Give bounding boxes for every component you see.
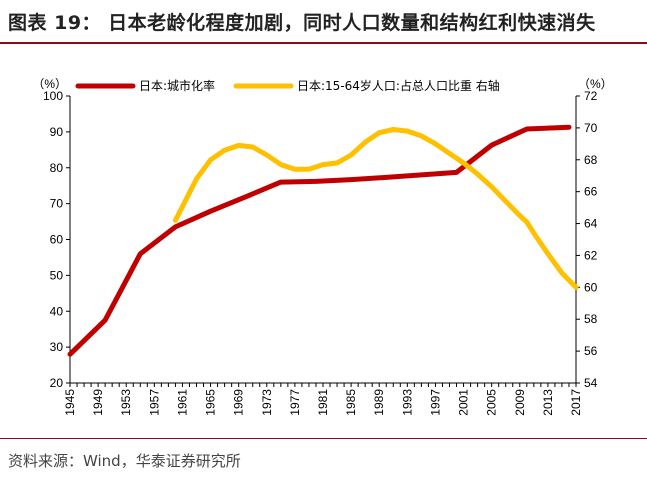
x-tick-label: 1997 xyxy=(428,389,442,416)
left-tick-label: 70 xyxy=(50,197,64,211)
right-tick-label: 70 xyxy=(584,121,598,135)
left-tick-label: 90 xyxy=(50,125,64,139)
urbanization-rate-line xyxy=(67,124,572,357)
right-axis-unit: （%） xyxy=(578,77,613,91)
x-tick-label: 1969 xyxy=(232,389,246,416)
footer-divider xyxy=(0,438,647,439)
left-tick-label: 20 xyxy=(50,376,64,390)
right-tick-label: 66 xyxy=(584,185,598,199)
x-tick-label: 1961 xyxy=(175,389,189,416)
left-tick-label: 40 xyxy=(50,304,64,318)
left-tick-label: 60 xyxy=(50,233,64,247)
x-tick-label: 1993 xyxy=(400,389,414,416)
working-age-share-line xyxy=(172,127,579,290)
x-tick-label: 1977 xyxy=(288,389,302,416)
right-tick-label: 54 xyxy=(584,376,598,390)
right-tick-label: 62 xyxy=(584,248,598,262)
x-tick-label: 2017 xyxy=(569,389,583,416)
left-tick-label: 50 xyxy=(50,268,64,282)
right-tick-label: 68 xyxy=(584,153,598,167)
left-tick-label: 100 xyxy=(43,89,63,103)
right-tick-label: 60 xyxy=(584,280,598,294)
x-tick-label: 2009 xyxy=(513,389,527,416)
x-tick-label: 1965 xyxy=(204,389,218,416)
dual-axis-line-chart: （%） （%） 20 30 40 50 60 70 80 90 100 54 56 58 60 62 64 66 6… xyxy=(32,77,612,416)
x-tick-label: 2013 xyxy=(541,389,555,416)
right-tick-label: 56 xyxy=(584,344,598,358)
right-tick-label: 64 xyxy=(584,217,598,231)
x-tick-label: 1981 xyxy=(316,389,330,416)
left-axis-unit: （%） xyxy=(32,77,67,91)
x-tick-label: 2001 xyxy=(457,389,471,416)
legend-label: 日本:城市化率 xyxy=(139,78,215,93)
legend-label: 日本:15-64岁人口:占总人口比重 右轴 xyxy=(297,78,500,93)
source-note: 资料来源：Wind，华泰证券研究所 xyxy=(8,452,241,470)
x-tick-label: 1957 xyxy=(147,389,161,416)
x-tick-label: 2005 xyxy=(485,389,499,416)
x-tick-label: 1989 xyxy=(372,389,386,416)
legend: 日本:城市化率 日本:15-64岁人口:占总人口比重 右轴 xyxy=(75,78,500,93)
right-tick-label: 72 xyxy=(584,89,598,103)
x-tick-label: 1945 xyxy=(63,389,77,416)
x-tick-label: 1985 xyxy=(344,389,358,416)
x-tick-label: 1973 xyxy=(260,389,274,416)
x-tick-label: 1949 xyxy=(91,389,105,416)
title-divider xyxy=(0,42,647,44)
chart-title: 图表 19： 日本老龄化程度加剧，同时人口数量和结构红利快速消失 xyxy=(8,12,596,34)
left-tick-label: 30 xyxy=(50,340,64,354)
right-tick-label: 58 xyxy=(584,312,598,326)
series-layer xyxy=(67,124,579,357)
x-tick-label: 1953 xyxy=(119,389,133,416)
axes-layer: （%） （%） 20 30 40 50 60 70 80 90 100 54 56 58 60 62 64 66 6… xyxy=(32,77,612,416)
left-tick-label: 80 xyxy=(50,161,64,175)
